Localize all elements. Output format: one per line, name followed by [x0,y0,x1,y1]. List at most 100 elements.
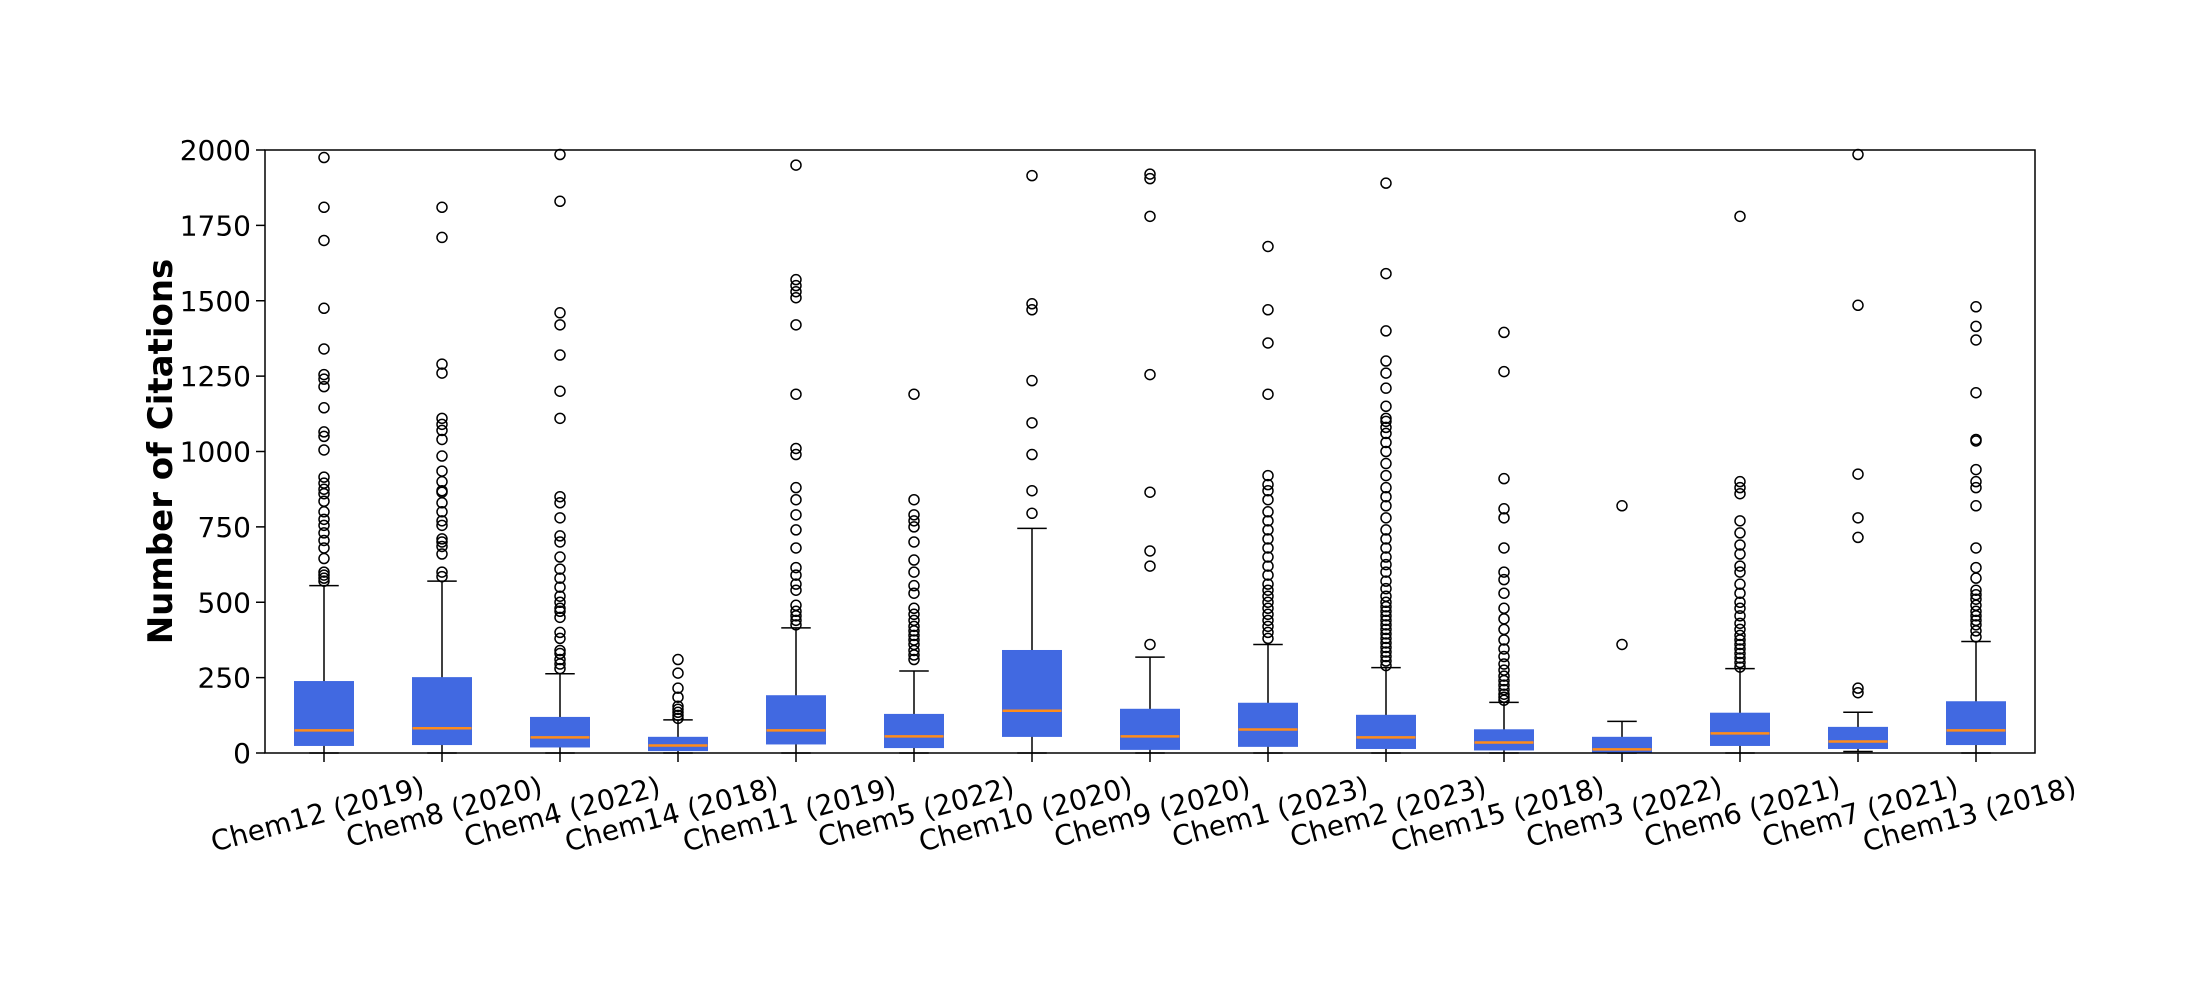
box-body [294,681,354,746]
outlier-point [908,602,920,615]
outlier-point [1144,486,1156,498]
outlier-point [790,584,802,596]
outlier-point [1380,590,1392,602]
outlier-point [1498,503,1510,515]
outlier-point [1380,575,1392,587]
outlier-point [318,542,330,554]
outlier-point [1380,605,1392,618]
outlier-point [1380,512,1392,524]
y-tick-label: 1500 [180,285,251,318]
outlier-point [1380,177,1392,189]
outlier-point [1498,472,1510,485]
outlier-point [318,534,330,547]
outlier-point [436,433,448,446]
outlier-point [1852,531,1864,544]
outlier-point [1734,515,1746,527]
outlier-point [1734,560,1746,572]
outlier-point [1616,638,1628,651]
outlier-point [1734,661,1746,673]
outlier-point [1970,463,1982,476]
outlier-point [1734,587,1746,599]
outlier-point [1734,647,1746,660]
outlier-point [1498,613,1510,625]
outlier-point [436,201,448,214]
outlier-point [1380,524,1392,536]
outlier-point [1262,388,1274,400]
outlier-point [1734,617,1746,630]
outlier-point [554,307,566,319]
outlier-point [1498,512,1510,524]
outlier-point [554,590,566,602]
outlier-point [1262,608,1274,621]
box-body [1828,726,1888,749]
outlier-point [1380,481,1392,494]
outlier-point [554,412,566,425]
outlier-point [1262,524,1274,536]
outlier-point [1852,686,1864,699]
outlier-point [1970,500,1982,512]
box-group [766,159,826,754]
outlier-point [436,358,448,370]
outlier-point [1970,561,1982,574]
outlier-point [908,608,920,621]
outlier-point [1144,560,1156,572]
y-tick-label: 0 [233,737,251,770]
outlier-point [554,596,566,608]
outlier-point [790,509,802,521]
box-group [294,151,354,754]
outlier-point [790,493,802,506]
outlier-point [554,148,566,161]
outlier-point [1144,545,1156,557]
y-tick-label: 250 [198,662,251,695]
outlier-point [1262,620,1274,633]
outlier-point [908,620,920,633]
outlier-point [318,151,330,164]
outlier-point [672,653,684,666]
outlier-point [1498,650,1510,663]
outlier-point [554,647,566,660]
outlier-point [436,484,448,497]
outlier-point [790,561,802,574]
outlier-point [908,536,920,548]
outlier-point [1498,643,1510,655]
outlier-point [1380,421,1392,434]
box-body [530,716,590,748]
box-body [1946,701,2006,746]
outlier-point [318,566,330,578]
outlier-point [436,367,448,379]
outlier-point [1380,382,1392,394]
y-tick-label: 1750 [180,209,251,242]
outlier-point [1380,400,1392,413]
outlier-point [1380,628,1392,640]
box-group [1474,326,1534,754]
outlier-point [554,530,566,542]
outlier-point [318,343,330,355]
outlier-point [908,515,920,527]
outlier-point [318,506,330,518]
outlier-point [1026,417,1038,429]
outlier-point [554,563,566,575]
outlier-point [1380,436,1392,449]
outlier-point [554,605,566,618]
box-group [1002,169,1062,754]
box-body [766,695,826,745]
outlier-point [1262,596,1274,608]
outlier-point [908,638,920,651]
outlier-point [790,619,802,631]
outlier-point [436,450,448,462]
outlier-point [1734,656,1746,669]
box-body [1238,702,1298,747]
y-tick-label: 1000 [180,436,251,469]
box-group [1592,500,1652,754]
outlier-point [1262,632,1274,645]
outlier-point [318,572,330,584]
outlier-point [1026,169,1038,182]
outlier-point [1852,512,1864,524]
outlier-point [1498,679,1510,691]
outlier-point [1262,551,1274,563]
outlier-point [790,319,802,331]
x-axis: Chem12 (2019)Chem8 (2020)Chem4 (2022)Che… [207,753,2080,859]
outlier-point [908,493,920,506]
outlier-point [1380,490,1392,503]
outlier-point [1852,468,1864,480]
